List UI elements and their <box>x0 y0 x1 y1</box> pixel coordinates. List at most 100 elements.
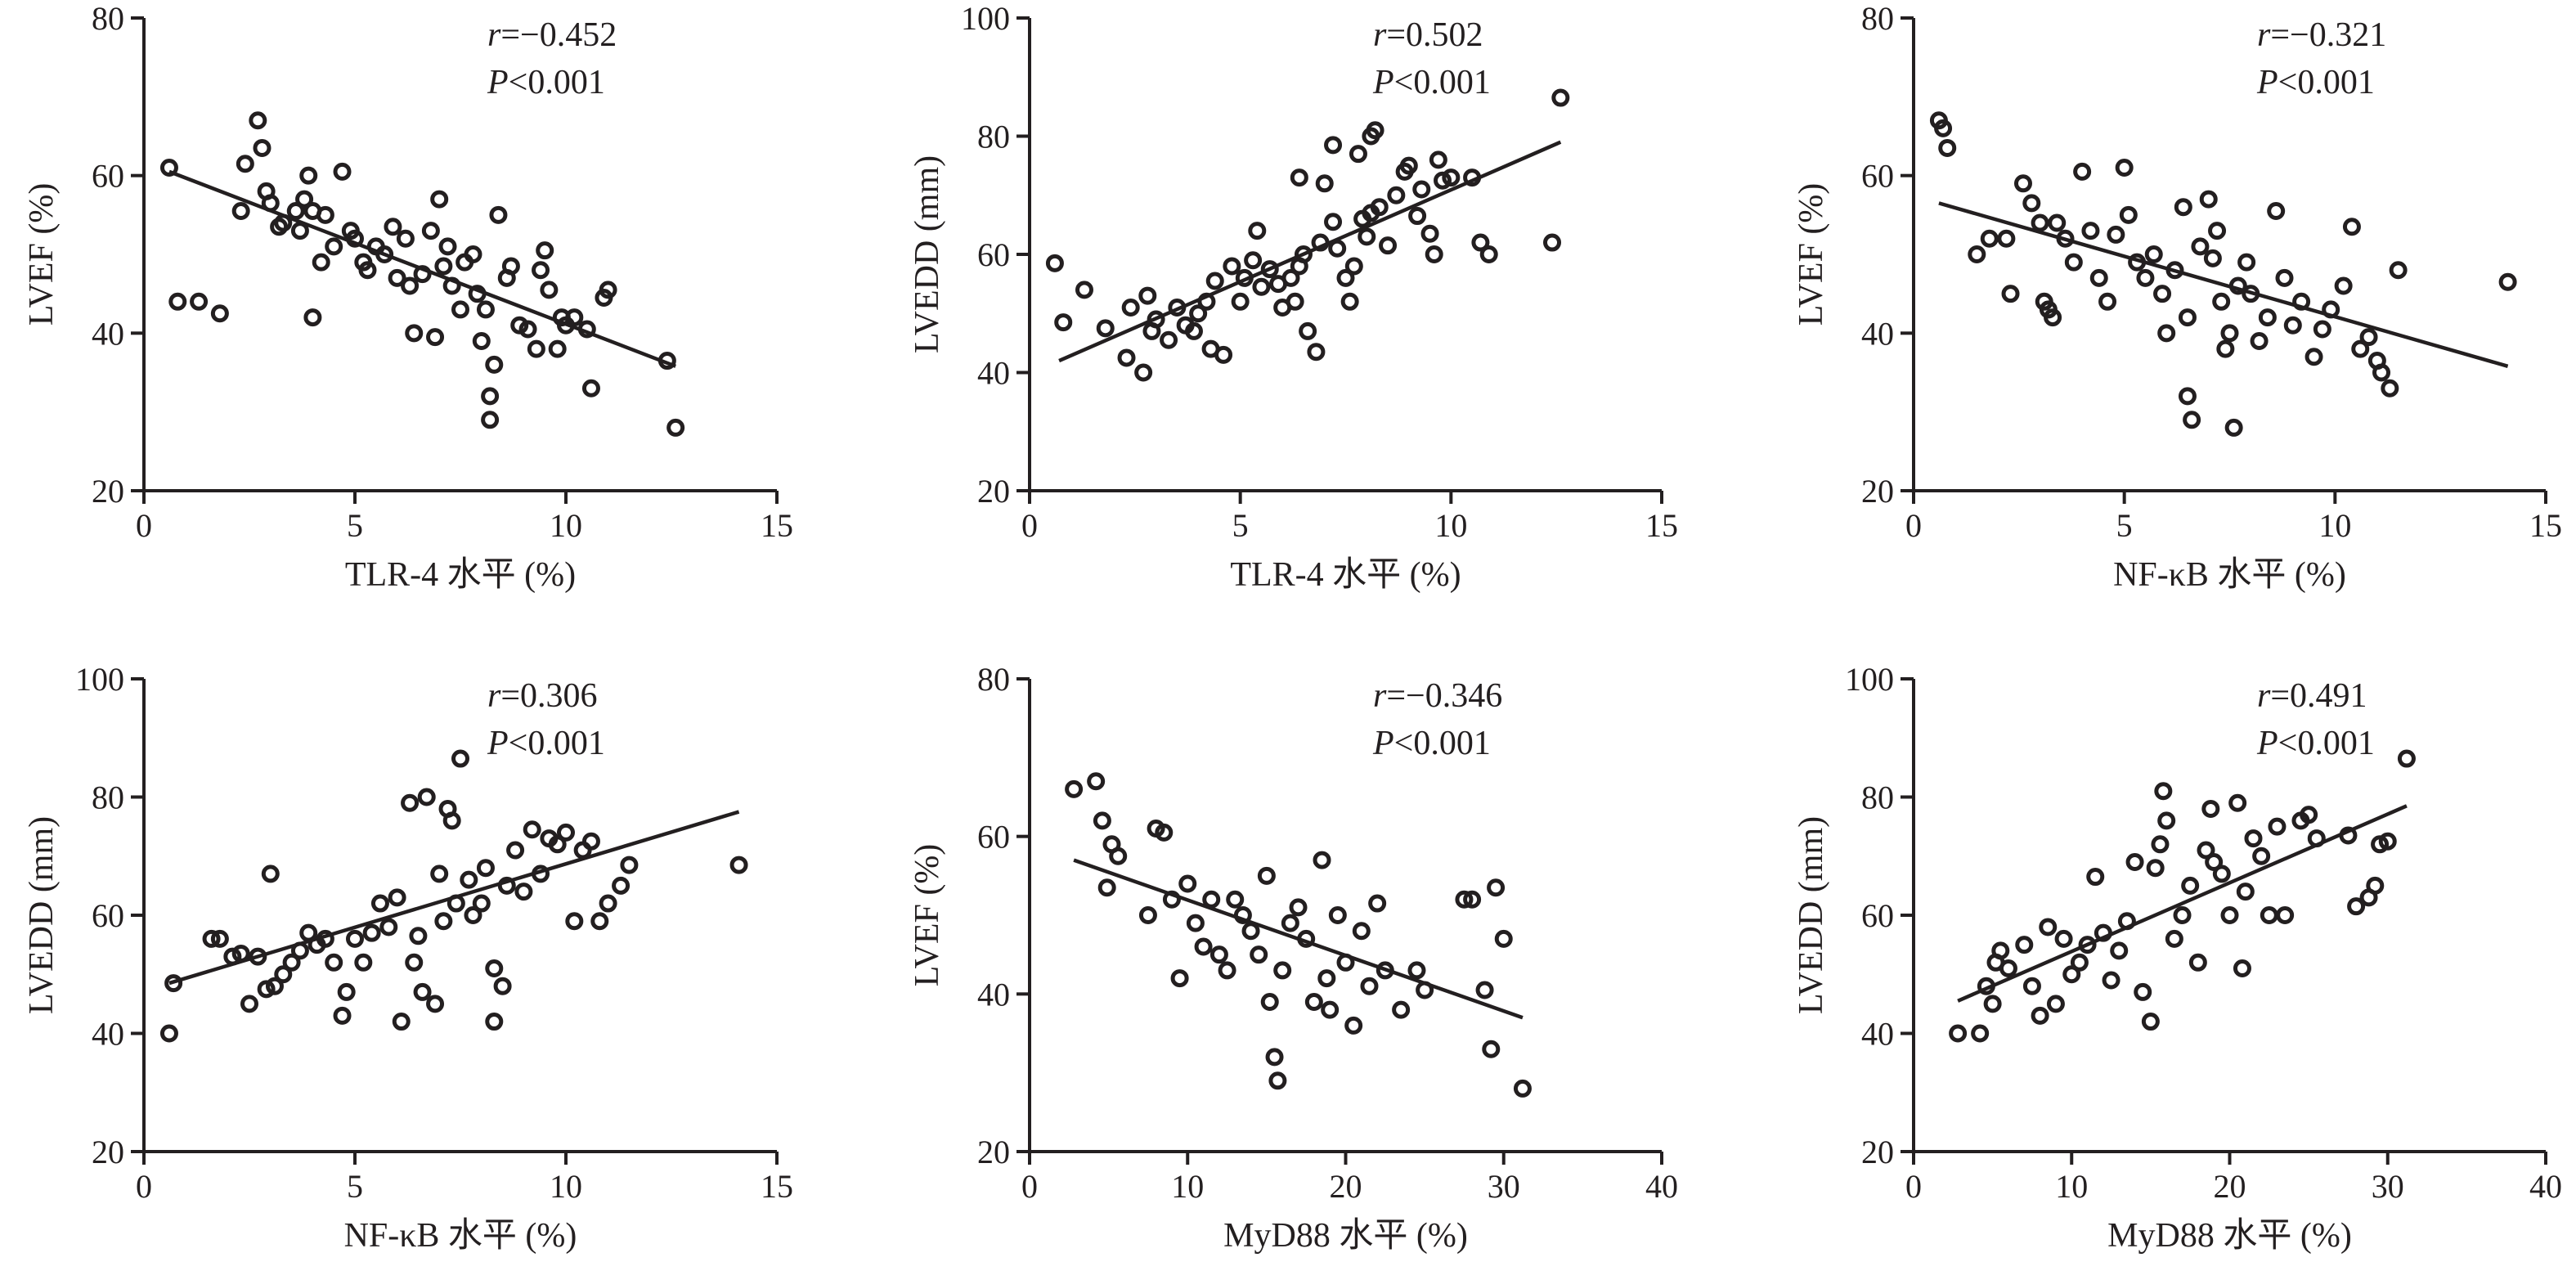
y-axis-label: LVEF (%) <box>1793 183 1830 326</box>
data-point <box>1093 811 1111 830</box>
data-point <box>1260 260 1279 279</box>
data-point <box>2125 852 2144 871</box>
data-point <box>2178 387 2197 406</box>
data-point <box>346 929 364 948</box>
data-point <box>565 308 584 327</box>
data-point <box>485 1013 504 1031</box>
data-point <box>2389 261 2408 280</box>
x-tick-label: 10 <box>550 507 582 544</box>
data-point <box>1408 207 1427 226</box>
data-point <box>1543 233 1562 252</box>
r-annotation: r=0.502 <box>1373 16 1483 54</box>
data-point <box>1487 878 1506 897</box>
data-point <box>2342 218 2361 236</box>
data-point <box>1184 321 1203 340</box>
data-point <box>1273 961 1292 980</box>
x-axis-label: NF-κB 水平 (%) <box>344 1217 577 1255</box>
data-point <box>2039 918 2058 936</box>
data-point <box>2224 418 2243 437</box>
x-tick-label: 0 <box>136 507 152 544</box>
data-point <box>1162 890 1181 909</box>
x-axis-label: NF-κB 水平 (%) <box>2113 556 2346 594</box>
data-point <box>2205 852 2224 871</box>
data-point <box>2276 906 2295 924</box>
data-point <box>1257 866 1276 885</box>
data-point <box>159 159 178 177</box>
data-point <box>1399 156 1418 175</box>
data-point <box>2260 906 2278 924</box>
data-point <box>548 835 567 854</box>
y-tick-label: 40 <box>1861 315 1894 352</box>
x-tick-label: 5 <box>347 507 363 544</box>
p-annotation: P<0.001 <box>1372 64 1491 101</box>
scatter-panel-6: 0 10 20 30 40 20 40 60 80 100 MyD88 水平 (%) LVEDD (m… <box>1793 661 2562 1255</box>
y-tick-label: 60 <box>92 158 124 195</box>
data-point <box>1344 1016 1363 1035</box>
data-point <box>2173 906 2192 924</box>
y-tick-label: 20 <box>977 1134 1010 1170</box>
data-point <box>451 300 469 319</box>
data-point <box>523 820 541 839</box>
data-point <box>2359 328 2378 347</box>
data-point <box>2070 953 2089 972</box>
data-point <box>1223 257 1241 276</box>
data-point <box>1328 239 1347 258</box>
data-point <box>159 1024 178 1043</box>
data-point <box>190 292 209 311</box>
data-point <box>2081 222 2100 240</box>
y-tick-label: 60 <box>92 897 124 934</box>
data-point <box>2073 162 2092 181</box>
data-point <box>2236 883 2255 901</box>
data-point <box>1281 914 1299 932</box>
data-point <box>2267 202 2286 221</box>
data-point <box>2054 929 2073 948</box>
data-point <box>299 166 318 185</box>
data-point <box>388 888 406 907</box>
data-point <box>2183 411 2201 429</box>
data-point <box>1983 995 2002 1013</box>
data-point <box>2212 865 2231 883</box>
data-point <box>2498 272 2517 291</box>
data-point <box>2233 959 2251 978</box>
data-point <box>1286 292 1304 311</box>
data-point <box>2216 339 2235 358</box>
data-point <box>426 995 445 1013</box>
data-point <box>312 253 330 272</box>
data-point <box>1134 363 1153 382</box>
data-point <box>1321 1000 1340 1019</box>
regression-line <box>1058 140 1562 363</box>
data-point <box>249 947 267 966</box>
data-point <box>1475 981 1494 999</box>
data-point <box>2134 982 2152 1001</box>
data-point <box>1087 772 1106 791</box>
data-point <box>1934 119 1953 137</box>
data-point <box>434 912 453 931</box>
data-point <box>1358 227 1376 246</box>
regression-line <box>1957 804 2408 1003</box>
scatter-panel-5: 0 10 20 30 40 20 40 60 80 MyD88 水平 (%) LVEF (%) r=−… <box>909 661 1678 1255</box>
data-point <box>501 257 520 276</box>
data-point <box>1304 992 1323 1011</box>
data-point <box>1997 229 2016 248</box>
data-point <box>1442 168 1461 187</box>
data-point <box>303 308 322 327</box>
data-point <box>2031 1006 2049 1025</box>
data-point <box>1226 890 1245 909</box>
data-point <box>434 257 453 276</box>
data-point <box>333 162 352 181</box>
data-point <box>168 292 187 311</box>
data-point <box>2062 965 2081 984</box>
data-point <box>1425 245 1443 263</box>
x-tick-label: 40 <box>1645 1168 1678 1205</box>
regression-line <box>1938 201 2509 368</box>
data-point <box>1366 121 1384 140</box>
data-point <box>2283 316 2302 335</box>
data-point <box>1313 851 1331 869</box>
data-point <box>2115 159 2134 177</box>
data-point <box>1463 890 1482 909</box>
data-point <box>493 977 512 995</box>
data-point <box>231 202 250 221</box>
p-annotation: P<0.001 <box>2256 725 2375 762</box>
y-tick-label: 60 <box>1861 158 1894 195</box>
x-tick-label: 10 <box>1434 507 1467 544</box>
